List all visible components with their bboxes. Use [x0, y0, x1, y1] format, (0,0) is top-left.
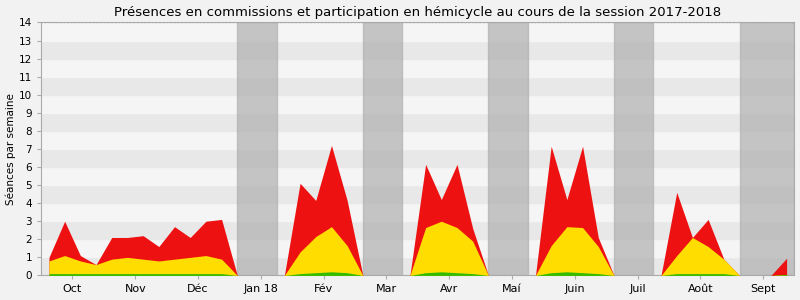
Bar	[41, 22, 794, 40]
Bar	[614, 22, 653, 275]
Bar	[41, 95, 794, 113]
Bar	[41, 257, 794, 275]
Bar	[41, 185, 794, 203]
Bar	[41, 77, 794, 95]
Bar	[363, 22, 402, 275]
Bar	[41, 149, 794, 167]
Bar	[41, 40, 794, 58]
Bar	[41, 131, 794, 149]
Title: Présences en commissions et participation en hémicycle au cours de la session 20: Présences en commissions et participatio…	[114, 6, 722, 19]
Bar	[489, 22, 528, 275]
Bar	[41, 113, 794, 131]
Y-axis label: Séances par semaine: Séances par semaine	[6, 93, 16, 205]
Bar	[238, 22, 277, 275]
Bar	[41, 167, 794, 185]
Bar	[41, 58, 794, 77]
Bar	[41, 239, 794, 257]
Bar	[41, 221, 794, 239]
Bar	[41, 203, 794, 221]
Bar	[739, 22, 794, 275]
